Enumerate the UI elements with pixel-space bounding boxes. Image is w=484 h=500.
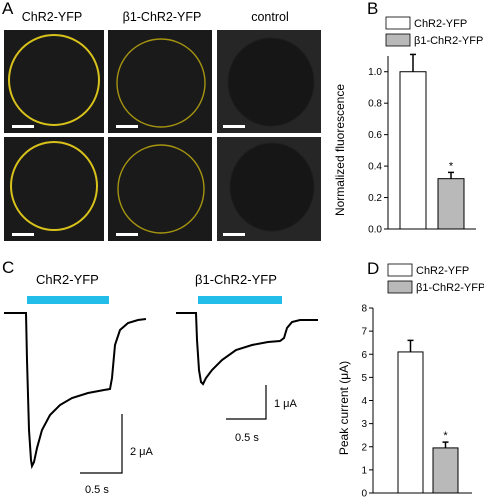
micrograph-control-1 — [217, 30, 321, 133]
scale-bar — [223, 125, 245, 128]
current-traces: 2 μA 0.5 s 1 μA 0.5 s — [4, 296, 318, 496]
micrograph-b1-chr2-2 — [108, 137, 212, 241]
micrograph-chr2-1 — [4, 30, 104, 133]
legend-label-b1-chr2: β1-ChR2-YFP — [414, 35, 483, 47]
y-tick-label: 5 — [361, 373, 367, 384]
scale-bar — [12, 125, 34, 128]
y-axis-label: Normalized fluorescence — [333, 84, 347, 216]
scalebar-left-y-label: 2 μA — [130, 446, 154, 458]
legend-swatch-b1-chr2 — [387, 280, 413, 294]
bar-b1-chr2 — [432, 447, 459, 494]
cell-outline — [8, 34, 100, 126]
y-tick-label: 7 — [361, 327, 367, 338]
cell-outline — [117, 144, 205, 234]
cell-outline — [116, 38, 206, 128]
legend-swatch-chr2 — [387, 263, 413, 277]
trace-label-chr2: ChR2-YFP — [36, 272, 99, 287]
scalebar-left — [80, 414, 123, 474]
scale-bar — [223, 233, 245, 236]
significance-asterisk: * — [443, 430, 448, 442]
scalebar-left-x-label: 0.5 s — [85, 484, 109, 496]
chart-d: ChR2-YFP β1-ChR2-YFP Peak current (μA) 0… — [337, 263, 484, 500]
trace-b1-chr2 — [176, 312, 318, 386]
cell-outline — [227, 37, 315, 127]
scale-bar — [116, 125, 138, 128]
scalebar-right-x-label: 0.5 s — [235, 432, 259, 444]
light-stimulus-bar-b1-chr2 — [198, 296, 282, 304]
y-tick-label: 2 — [361, 442, 367, 453]
y-tick-label: 4 — [361, 396, 367, 407]
y-tick-label: 0.2 — [368, 193, 382, 204]
col-label-control: control — [251, 10, 289, 24]
significance-asterisk: * — [449, 160, 454, 172]
panel-d-letter: D — [367, 259, 380, 278]
cell-outline — [10, 141, 98, 231]
col-label-chr2: ChR2-YFP — [21, 10, 83, 24]
legend-swatch-b1-chr2 — [385, 33, 411, 47]
micrograph-chr2-2 — [4, 137, 104, 241]
y-tick-label: 3 — [361, 419, 367, 430]
legend-label-b1-chr2: β1-ChR2-YFP — [416, 282, 484, 294]
y-axis-label: Peak current (μA) — [337, 361, 351, 455]
cell-outline — [229, 142, 315, 232]
panel-b-letter: B — [367, 0, 379, 18]
y-tick-label: 1.0 — [368, 67, 382, 78]
legend-swatch-chr2 — [385, 16, 411, 30]
panel-a-letter: A — [2, 0, 14, 18]
trace-chr2 — [4, 312, 147, 470]
trace-label-b1-chr2: β1-ChR2-YFP — [195, 272, 277, 287]
y-tick-label: 6 — [361, 350, 367, 361]
micrograph-control-2 — [217, 137, 321, 241]
y-tick-label: 0 — [361, 489, 367, 500]
legend-label-chr2: ChR2-YFP — [416, 265, 469, 277]
light-stimulus-bar-chr2 — [27, 296, 109, 304]
scalebar-right — [226, 385, 267, 420]
y-tick-label: 0.8 — [368, 99, 382, 110]
micrograph-b1-chr2-1 — [108, 30, 212, 133]
bar-chr2 — [397, 351, 424, 494]
y-tick-label: 0.0 — [368, 225, 382, 236]
bar-chr2 — [399, 71, 427, 230]
panel-c-letter: C — [2, 258, 15, 277]
legend-label-chr2: ChR2-YFP — [414, 18, 467, 30]
y-tick-label: 0.6 — [368, 130, 382, 141]
chart-b: ChR2-YFP β1-ChR2-YFP Normalized fluoresc… — [333, 16, 483, 236]
bar-b1-chr2 — [437, 178, 465, 230]
scale-bar — [116, 233, 138, 236]
y-tick-label: 8 — [361, 304, 367, 315]
scalebar-right-y-label: 1 μA — [274, 398, 298, 410]
y-tick-label: 1 — [361, 465, 367, 476]
col-label-b1-chr2: β1-ChR2-YFP — [122, 10, 202, 24]
y-tick-label: 0.4 — [368, 162, 382, 173]
scale-bar — [12, 233, 34, 236]
